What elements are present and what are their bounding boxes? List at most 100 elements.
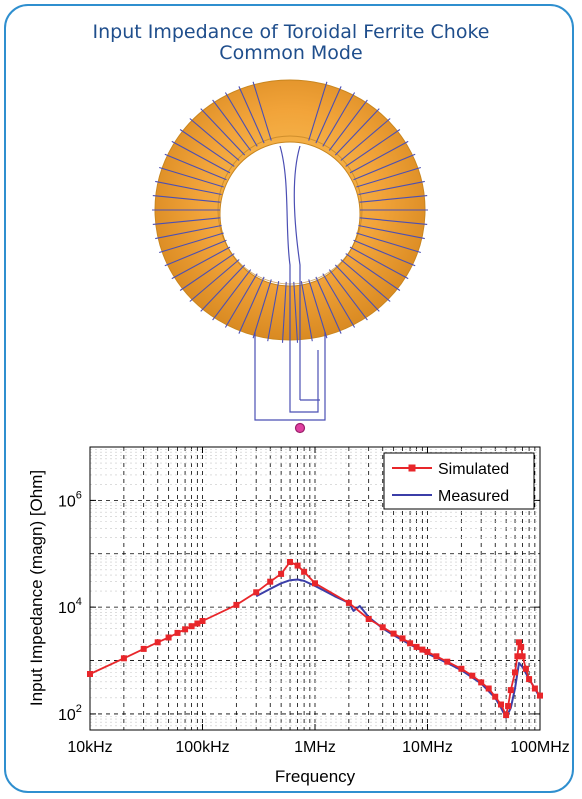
- toroid-model-image: [152, 79, 428, 434]
- data-point-simulated: [345, 599, 352, 606]
- data-point-simulated: [87, 671, 93, 677]
- winding-turn: [200, 264, 246, 312]
- y-tick-label: 104: [58, 596, 82, 617]
- data-point-simulated: [365, 616, 372, 622]
- winding-turn: [155, 180, 222, 196]
- winding-turn: [238, 276, 265, 334]
- series-layer: [87, 559, 543, 719]
- data-point-simulated: [419, 646, 426, 653]
- winding-turn: [281, 281, 287, 343]
- winding-turn: [179, 253, 235, 291]
- winding-turn: [340, 259, 391, 302]
- plot-area: [89, 446, 541, 731]
- data-point-simulated: [182, 626, 189, 633]
- winding-turn: [267, 281, 280, 342]
- data-point-simulated: [518, 643, 525, 650]
- data-point-simulated: [424, 648, 431, 655]
- winding-turn: [353, 153, 416, 181]
- winding-turn: [345, 129, 401, 167]
- winding-turn: [224, 273, 258, 328]
- data-point-simulated: [287, 559, 293, 565]
- data-point-simulated: [512, 669, 518, 676]
- data-point-simulated: [444, 658, 451, 665]
- winding-turn: [349, 140, 409, 174]
- winding-turn: [155, 224, 222, 240]
- data-point-simulated: [294, 562, 301, 569]
- winding-turn: [356, 232, 421, 254]
- x-axis-label: Frequency: [275, 767, 356, 786]
- data-point-simulated: [399, 635, 406, 642]
- data-point-simulated: [514, 653, 521, 660]
- toroid-winding-icon: [152, 81, 428, 343]
- data-point-simulated: [407, 640, 414, 647]
- data-point-simulated: [458, 665, 465, 672]
- data-point-simulated: [531, 685, 538, 692]
- data-point-simulated: [485, 685, 492, 692]
- y-tick-label: 106: [58, 489, 82, 510]
- winding-turn: [152, 195, 221, 203]
- data-point-simulated: [478, 679, 485, 686]
- winding-turn: [200, 108, 246, 156]
- data-point-simulated: [413, 643, 420, 650]
- x-tick-label: 10MHz: [402, 739, 453, 756]
- data-point-simulated: [519, 653, 526, 660]
- winding-turn: [300, 281, 313, 342]
- winding-turn: [334, 108, 380, 156]
- y-tick-labels: 102 104 106: [58, 489, 82, 724]
- y-axis-label: Input Impedance (magn) [Ohm]: [27, 470, 46, 706]
- data-point-simulated: [469, 672, 476, 679]
- winding-turn: [358, 224, 425, 240]
- winding-turn: [164, 153, 227, 181]
- winding-turn: [340, 118, 391, 161]
- winding-turn: [308, 279, 328, 339]
- data-point-simulated: [278, 570, 285, 577]
- legend-simulated-label: Simulated: [438, 461, 509, 478]
- data-point-simulated: [312, 580, 318, 587]
- data-point-simulated: [390, 630, 397, 637]
- winding-turn: [179, 129, 235, 167]
- data-point-simulated: [505, 703, 512, 710]
- x-tick-label: 10kHz: [67, 739, 112, 756]
- data-point-simulated: [507, 687, 514, 694]
- winding-turn: [238, 86, 265, 144]
- x-tick-label: 100kHz: [175, 739, 229, 756]
- data-point-simulated: [233, 601, 240, 608]
- x-tick-labels: 10kHz 100kHz 1MHz 10MHz 100MHz: [67, 739, 569, 756]
- y-tick-label: 102: [58, 703, 82, 724]
- data-point-simulated: [522, 665, 529, 672]
- data-point-simulated: [433, 653, 440, 660]
- winding-turn: [358, 180, 425, 196]
- winding-turn: [328, 269, 368, 321]
- winding-turn: [359, 195, 428, 203]
- winding-turn: [252, 81, 272, 141]
- winding-turn: [356, 166, 421, 188]
- data-point-simulated: [301, 568, 308, 575]
- x-tick-label: 1MHz: [294, 739, 336, 756]
- data-point-simulated: [503, 712, 510, 719]
- legend-simulated-marker: [408, 464, 416, 472]
- winding-turn: [334, 264, 380, 312]
- winding-turn: [322, 92, 356, 147]
- data-point-simulated: [516, 639, 522, 646]
- data-point-simulated: [188, 623, 195, 630]
- winding-turn: [315, 276, 342, 334]
- data-point-simulated: [526, 676, 533, 683]
- data-point-simulated: [154, 639, 161, 646]
- data-point-simulated: [140, 645, 147, 652]
- feed-port-icon: [254, 145, 326, 434]
- chart-grid: [90, 447, 540, 730]
- winding-turn: [353, 239, 416, 267]
- winding-turn: [224, 92, 258, 147]
- data-point-simulated: [537, 692, 543, 699]
- winding-turn: [159, 232, 224, 254]
- figure-title: Input Impedance of Toroidal Ferrite Chok…: [0, 22, 582, 64]
- winding-turn: [189, 259, 240, 302]
- winding-turn: [359, 217, 428, 225]
- chart-legend: Simulated Measured: [383, 452, 535, 510]
- winding-turn: [159, 166, 224, 188]
- winding-turn: [212, 269, 252, 321]
- legend-box: [383, 452, 535, 510]
- data-point-simulated: [498, 701, 504, 708]
- winding-turn: [212, 99, 252, 151]
